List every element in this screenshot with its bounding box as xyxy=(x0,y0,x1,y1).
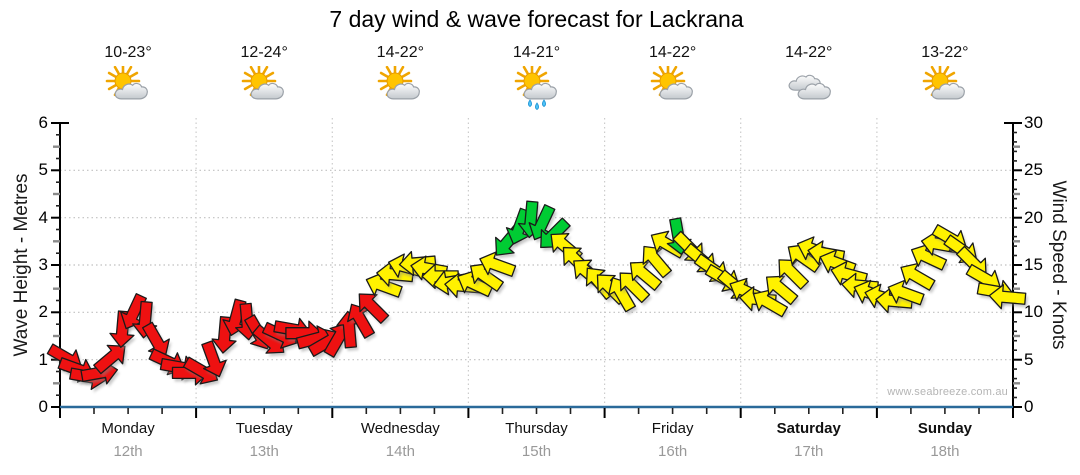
cloud-icon xyxy=(386,82,421,100)
left-axis-tick-label: 1 xyxy=(38,349,48,369)
day-temperature: 14-21° xyxy=(512,44,561,61)
watermark: www.seabreeze.com.au xyxy=(887,386,1008,398)
right-axis-tick-label: 25 xyxy=(1024,160,1043,180)
left-axis-tick-label: 0 xyxy=(38,397,48,416)
day-temperature: 13-22° xyxy=(921,44,969,61)
wind-arrow xyxy=(365,272,405,301)
day-temperature: 12-24° xyxy=(240,44,288,61)
wind-arrow xyxy=(778,259,811,293)
day-temperature: 14-22° xyxy=(785,44,833,61)
day-date: 17th xyxy=(794,443,824,460)
weather-icon-sun-cloud-rain xyxy=(513,66,561,110)
wind-arrow xyxy=(528,204,557,243)
day-date: 13th xyxy=(249,443,279,460)
day-temperature: 10-23° xyxy=(104,44,152,61)
cloud-icon xyxy=(931,82,965,100)
weather-icon-sun-cloud xyxy=(104,66,152,110)
day-label: Thursday xyxy=(505,420,568,437)
page-title: 7 day wind & wave forecast for Lackrana xyxy=(329,6,744,32)
day-label: Monday xyxy=(101,420,155,437)
day-temperature: 14-22° xyxy=(376,44,424,61)
day-label: Friday xyxy=(651,420,694,437)
wind-arrow xyxy=(619,272,652,306)
right-axis-tick-label: 30 xyxy=(1024,113,1043,132)
right-axis-tick-label: 5 xyxy=(1024,349,1034,369)
wind-arrow xyxy=(900,262,938,294)
wind-arrow xyxy=(93,344,128,377)
weather-icon-clouds xyxy=(785,66,833,110)
wind-arrow xyxy=(479,251,518,280)
day-label: Sunday xyxy=(917,420,973,437)
cloud-icon xyxy=(250,82,285,100)
weather-icon-sun-cloud xyxy=(921,66,969,110)
day-date: 15th xyxy=(521,443,552,460)
weather-icon-sun-cloud xyxy=(376,66,424,110)
left-axis-tick-label: 5 xyxy=(38,160,48,180)
left-axis-tick-label: 3 xyxy=(38,255,48,274)
day-label: Saturday xyxy=(776,420,841,437)
wind-arrow xyxy=(470,263,506,295)
right-axis-tick-label: 0 xyxy=(1024,397,1034,416)
wind-arrow xyxy=(988,284,1028,312)
day-date: 12th xyxy=(113,443,143,460)
wind-arrow xyxy=(887,279,927,308)
right-axis-tick-label: 20 xyxy=(1024,207,1043,227)
day-label: Wednesday xyxy=(360,420,440,437)
wind-arrow xyxy=(920,230,961,259)
wind-arrow xyxy=(910,243,949,274)
cloud-icon xyxy=(659,82,693,100)
wind-arrow xyxy=(358,293,391,327)
raindrop-icon xyxy=(534,102,539,110)
left-axis-tick-label: 2 xyxy=(38,302,48,322)
wind-arrow xyxy=(752,289,790,320)
cloud-icon xyxy=(114,82,148,100)
raindrop-icon xyxy=(541,99,546,108)
right-axis-tick-label: 10 xyxy=(1024,302,1043,322)
wind-arrow xyxy=(629,261,664,294)
cloud-icon xyxy=(797,82,831,100)
left-axis-tick-label: 6 xyxy=(38,113,48,132)
day-date: 14th xyxy=(385,443,415,460)
wind-arrow xyxy=(201,340,229,380)
wind-arrow xyxy=(642,245,674,281)
weather-icon-sun-cloud xyxy=(240,66,288,110)
cloud-icon xyxy=(523,82,557,100)
day-date: 18th xyxy=(930,443,960,460)
left-axis-tick-label: 4 xyxy=(38,207,48,227)
day-date: 16th xyxy=(658,443,688,460)
weather-icon-sun-cloud xyxy=(649,66,697,110)
day-label: Tuesday xyxy=(235,420,293,437)
day-temperature: 14-22° xyxy=(648,44,697,61)
right-axis-tick-label: 15 xyxy=(1024,255,1043,274)
raindrop-icon xyxy=(527,99,532,108)
wind-arrow xyxy=(765,275,800,308)
